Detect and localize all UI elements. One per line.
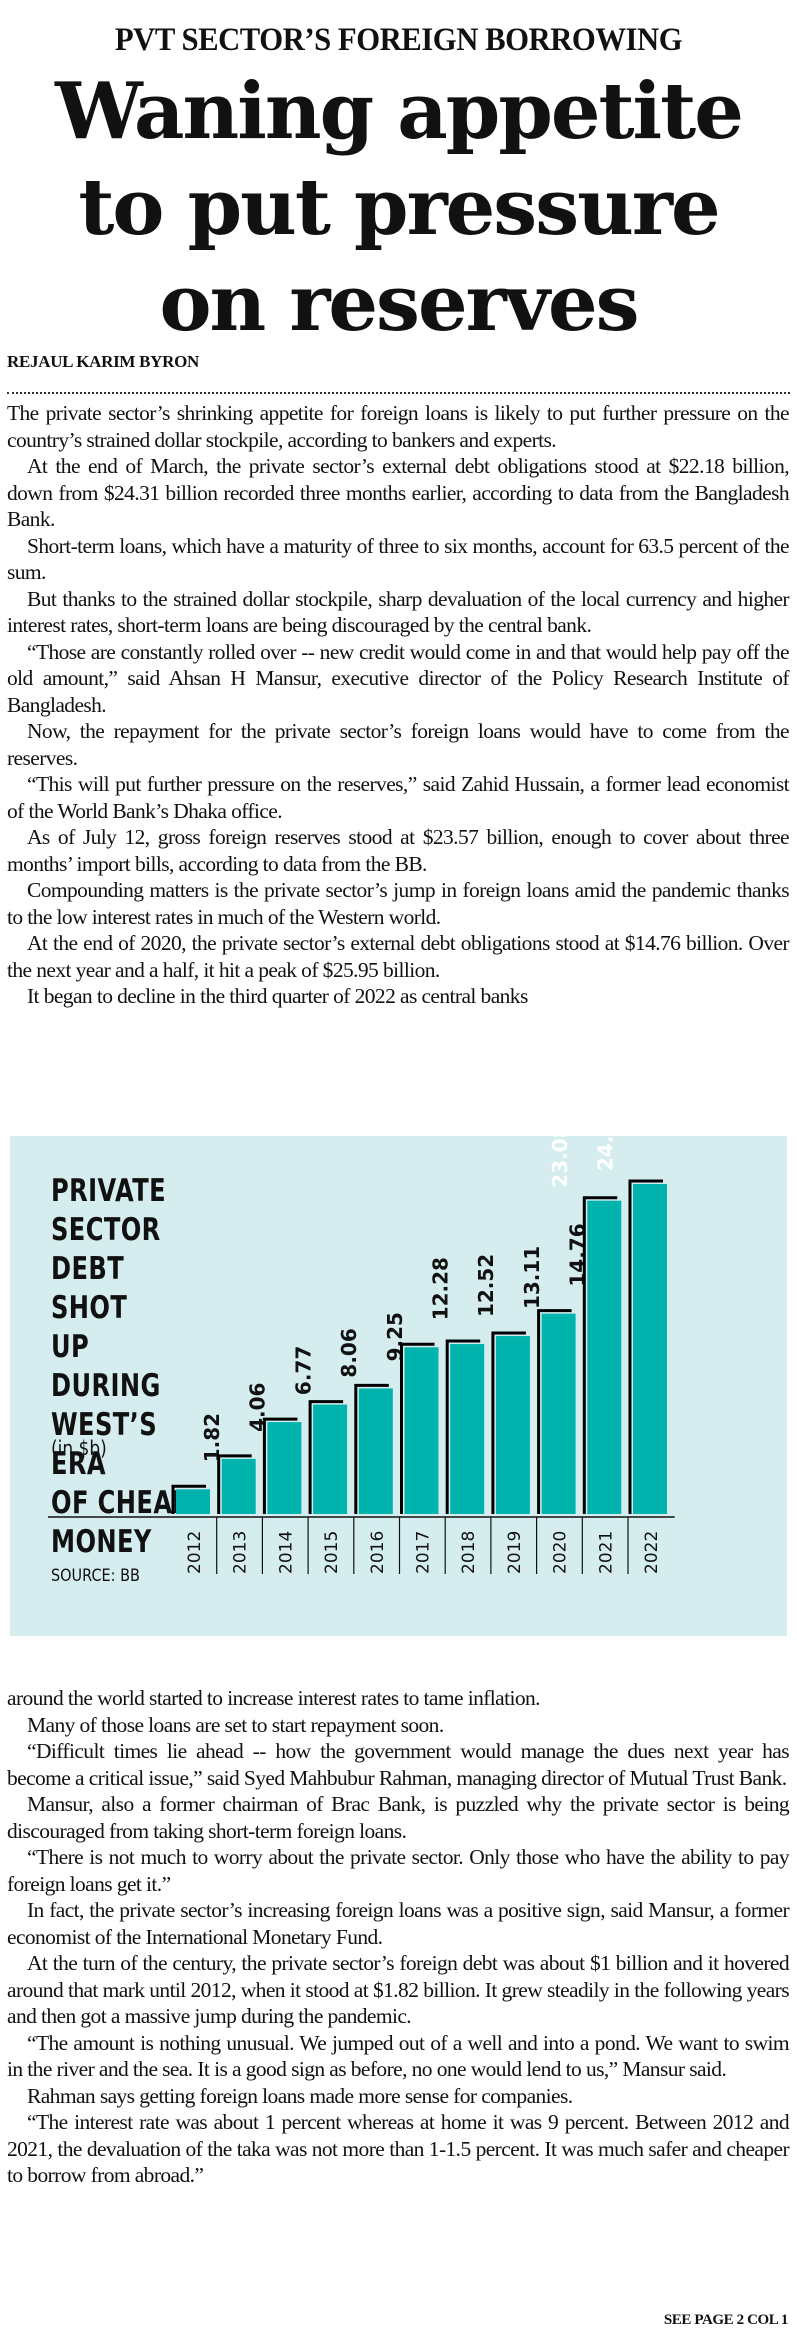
bar-2014 (267, 1422, 302, 1514)
value-label: 12.52 (474, 1254, 498, 1317)
bar-shadow (628, 1179, 663, 1514)
value-label: 14.76 (566, 1223, 590, 1286)
paragraph: At the end of March, the private sector’… (7, 454, 790, 531)
dotted-divider (7, 392, 790, 394)
x-tick-label: 2022 (642, 1531, 662, 1574)
bar-2017 (404, 1347, 439, 1514)
paragraph: Compounding matters is the private secto… (7, 878, 790, 929)
article-body-before-chart: The private sector’s shrinking appetite … (7, 400, 790, 1010)
chart-title-line: PRIVATE (51, 1173, 166, 1209)
value-label: 13.11 (520, 1246, 544, 1309)
value-label: 23.08 (548, 1136, 572, 1188)
value-label: 12.28 (429, 1257, 453, 1320)
headline-line: to put pressure (78, 162, 720, 253)
bar-2020 (541, 1313, 576, 1514)
paragraph: “Difficult times lie ahead -- how the go… (7, 1739, 790, 1790)
continuation-note: SEE PAGE 2 COL 1 (663, 2312, 789, 2328)
paragraph: around the world started to increase int… (7, 1686, 541, 1710)
paragraph: “This will put further pressure on the r… (7, 772, 790, 823)
x-tick-label: 2020 (551, 1531, 571, 1574)
paragraph: “There is not much to worry about the pr… (7, 1845, 790, 1896)
paragraph: Short-term loans, which have a maturity … (7, 533, 790, 585)
x-tick-label: 2018 (459, 1531, 479, 1574)
bar-2015 (313, 1404, 348, 1514)
bar-2019 (495, 1336, 530, 1514)
paragraph: Mansur, also a former chairman of Brac B… (7, 1792, 790, 1843)
x-tick-label: 2021 (596, 1531, 616, 1574)
value-label: 24.31 (594, 1136, 618, 1171)
bar-shadow (308, 1400, 344, 1514)
chart-title-line: SECTOR (51, 1212, 161, 1248)
bar-2021 (587, 1200, 622, 1514)
bar-shadow (217, 1454, 252, 1514)
value-label: 6.77 (291, 1346, 315, 1395)
byline: REJAUL KARIM BYRON (7, 352, 200, 371)
headline-line: Waning appetite (55, 66, 744, 157)
value-label: 4.06 (246, 1383, 270, 1432)
paragraph: It began to decline in the third quarter… (27, 984, 528, 1008)
chart-panel: PRIVATE SECTOR DEBT SHOT UP DURING WEST’… (10, 1136, 787, 1636)
value-label: 1.82 (200, 1413, 224, 1462)
headline: Waning appetite to put pressure on reser… (0, 64, 797, 352)
chart-unit-label: (in $b) (51, 1436, 107, 1460)
chart-title-line: DEBT SHOT (51, 1251, 128, 1326)
bar-2018 (450, 1344, 485, 1514)
bar-2022 (633, 1184, 667, 1514)
bar-shadow (171, 1484, 206, 1514)
bar-2016 (358, 1388, 393, 1514)
paragraph: But thanks to the strained dollar stockp… (7, 586, 790, 638)
bar-chart: 1.82 2012 4.06 2013 6.77 2014 8.06 2015 9.25 2016… (48, 1136, 675, 1574)
x-tick-label: 2013 (231, 1531, 251, 1574)
paragraph: At the end of 2020, the private sector’s… (7, 931, 790, 982)
headline-line: on reserves (159, 258, 639, 349)
x-tick-label: 2012 (185, 1531, 205, 1574)
paragraph: “Those are constantly rolled over -- new… (7, 639, 790, 717)
paragraph: In fact, the private sector’s increasing… (7, 1898, 790, 1949)
value-label: 9.25 (383, 1312, 407, 1361)
value-label: 8.06 (337, 1328, 361, 1377)
kicker: PVT SECTOR’S FOREIGN BORROWING (114, 22, 683, 58)
article-body-after-chart: around the world started to increase int… (7, 1685, 790, 2189)
chart-title-line: WEST’S ERA (51, 1407, 158, 1482)
bar-shadow (354, 1383, 389, 1514)
x-tick-label: 2017 (414, 1531, 434, 1574)
chart-title-line: UP DURING (51, 1329, 161, 1404)
paragraph: Many of those loans are set to start rep… (27, 1712, 444, 1737)
bar-shadow (582, 1196, 618, 1514)
chart-title: PRIVATE SECTOR DEBT SHOT UP DURING WEST’… (51, 1172, 207, 1562)
paragraph: “The interest rate was about 1 percent w… (7, 2110, 790, 2187)
x-tick-label: 2014 (276, 1531, 296, 1574)
chart-source: SOURCE: BB (51, 1566, 140, 1586)
x-tick-label: 2016 (368, 1531, 388, 1574)
bar-shadow (400, 1342, 435, 1514)
paragraph: As of July 12, gross foreign reserves st… (7, 825, 790, 876)
paragraph: Now, the repayment for the private secto… (7, 719, 790, 770)
paragraph: “The amount is nothing unusual. We jumpe… (7, 2030, 790, 2082)
bar-shadow (262, 1417, 298, 1514)
chart-title-line: MONEY (51, 1524, 152, 1560)
bar-shadow (537, 1309, 572, 1514)
bar-2013 (221, 1458, 256, 1514)
bar-shadow (491, 1331, 526, 1514)
chart-title-line: OF CHEAP (51, 1485, 191, 1521)
x-tick-label: 2019 (505, 1531, 525, 1574)
paragraph: At the turn of the century, the private … (7, 1951, 790, 2028)
paragraph: Rahman says getting foreign loans made m… (27, 2083, 573, 2108)
x-tick-label: 2015 (322, 1531, 342, 1574)
paragraph: The private sector’s shrinking appetite … (7, 401, 790, 452)
bar-shadow (445, 1339, 481, 1514)
bar-2012 (176, 1489, 210, 1514)
